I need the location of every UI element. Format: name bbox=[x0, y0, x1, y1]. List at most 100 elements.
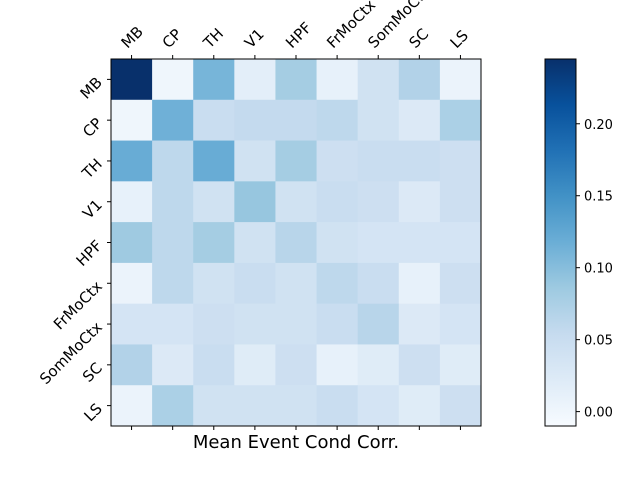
heatmap-cell-HPF-LS bbox=[439, 222, 482, 264]
heatmap-cell-MB-TH bbox=[193, 59, 235, 101]
heatmap-cell-FrMoCtx-FrMoCtx bbox=[316, 262, 359, 305]
heatmap-cell-TH-SC bbox=[398, 140, 441, 182]
heatmap-cell-SC-HPF bbox=[275, 344, 317, 386]
heatmap-cell-CP-HPF bbox=[275, 99, 317, 141]
colorbar-tick-label: 0.05 bbox=[584, 334, 613, 349]
heatmap-cell-TH-FrMoCtx bbox=[316, 140, 359, 182]
heatmap-cell-TH-HPF bbox=[275, 140, 317, 182]
heatmap-cell-TH-MB bbox=[111, 140, 153, 182]
heatmap-cell-CP-SC bbox=[398, 99, 441, 141]
heatmap-cell-TH-SomMoCtx bbox=[357, 140, 400, 182]
heatmap-cell-CP-TH bbox=[193, 99, 235, 141]
x-tick-label-LS: LS bbox=[447, 26, 472, 51]
heatmap-cell-LS-CP bbox=[152, 385, 194, 427]
heatmap-cell-LS-MB bbox=[111, 385, 153, 427]
heatmap-cell-SomMoCtx-LS bbox=[439, 303, 482, 345]
colorbar-gradient bbox=[545, 59, 576, 426]
heatmap-cell-CP-FrMoCtx bbox=[316, 99, 359, 141]
heatmap-cell-V1-HPF bbox=[275, 181, 317, 223]
colorbar-tick-label: 0.00 bbox=[584, 406, 613, 421]
heatmap-cell-LS-LS bbox=[439, 385, 482, 427]
x-axis-label: Mean Event Cond Corr. bbox=[193, 432, 399, 453]
heatmap-cell-SC-TH bbox=[193, 344, 235, 386]
heatmap-cell-FrMoCtx-CP bbox=[152, 262, 194, 305]
heatmap-cell-SomMoCtx-HPF bbox=[275, 303, 317, 345]
heatmap-cell-LS-HPF bbox=[275, 385, 317, 427]
colorbar-tick-label: 0.10 bbox=[584, 262, 613, 277]
heatmap-cell-HPF-FrMoCtx bbox=[316, 222, 359, 264]
heatmap-cell-LS-SC bbox=[398, 385, 441, 427]
heatmap-cell-SomMoCtx-V1 bbox=[234, 303, 276, 345]
heatmap-cell-HPF-TH bbox=[193, 222, 235, 264]
heatmap-cell-FrMoCtx-SC bbox=[398, 262, 441, 305]
heatmap-cell-CP-CP bbox=[152, 99, 194, 141]
y-tick-label-TH: TH bbox=[78, 155, 106, 183]
heatmap-cell-SomMoCtx-CP bbox=[152, 303, 194, 345]
heatmap-cell-CP-V1 bbox=[234, 99, 276, 141]
y-tick-label-CP: CP bbox=[79, 114, 106, 141]
heatmap-cell-HPF-V1 bbox=[234, 222, 276, 264]
x-tick-label-CP: CP bbox=[159, 25, 186, 52]
heatmap-cell-SomMoCtx-MB bbox=[111, 303, 153, 345]
heatmap-cell-FrMoCtx-HPF bbox=[275, 262, 317, 305]
heatmap-cell-SomMoCtx-FrMoCtx bbox=[316, 303, 359, 345]
heatmap-cell-TH-CP bbox=[152, 140, 194, 182]
heatmap-cell-MB-HPF bbox=[275, 59, 317, 101]
heatmap-cell-V1-CP bbox=[152, 181, 194, 223]
heatmap-cell-SC-LS bbox=[439, 344, 482, 386]
heatmap-cell-CP-LS bbox=[439, 99, 482, 141]
colorbar-tick-label: 0.15 bbox=[584, 190, 613, 205]
heatmap-cell-HPF-HPF bbox=[275, 222, 317, 264]
heatmap-cell-SomMoCtx-TH bbox=[193, 303, 235, 345]
heatmap-cell-MB-LS bbox=[439, 59, 482, 101]
colorbar-ticks: 0.00 0.05 0.10 0.15 0.20 bbox=[576, 118, 613, 421]
heatmap-cell-HPF-SomMoCtx bbox=[357, 222, 400, 264]
y-tick-label-LS: LS bbox=[80, 400, 105, 425]
heatmap-cell-HPF-CP bbox=[152, 222, 194, 264]
x-tick-label-MB: MB bbox=[118, 23, 147, 52]
y-tick-label-V1: V1 bbox=[79, 196, 106, 223]
heatmap-cell-V1-V1 bbox=[234, 181, 276, 223]
heatmap-cell-SomMoCtx-SC bbox=[398, 303, 441, 345]
heatmap-cell-HPF-SC bbox=[398, 222, 441, 264]
heatmap-cell-FrMoCtx-MB bbox=[111, 262, 153, 305]
heatmap-cell-V1-SomMoCtx bbox=[357, 181, 400, 223]
heatmap-cell-CP-MB bbox=[111, 99, 153, 141]
heatmap-cell-SC-SC bbox=[398, 344, 441, 386]
heatmap-cell-SC-SomMoCtx bbox=[357, 344, 400, 386]
heatmap-cell-V1-MB bbox=[111, 181, 153, 223]
heatmap-cell-LS-TH bbox=[193, 385, 235, 427]
x-tick-label-V1: V1 bbox=[241, 25, 268, 52]
heatmap-cell-TH-TH bbox=[193, 140, 235, 182]
heatmap-cell-SomMoCtx-SomMoCtx bbox=[357, 303, 400, 345]
heatmap-cell-V1-SC bbox=[398, 181, 441, 223]
heatmap-cell-FrMoCtx-V1 bbox=[234, 262, 276, 305]
heatmap-cell-MB-SomMoCtx bbox=[357, 59, 400, 101]
heatmap-cell-MB-FrMoCtx bbox=[316, 59, 359, 101]
heatmap-cell-FrMoCtx-SomMoCtx bbox=[357, 262, 400, 305]
heatmap-cell-LS-FrMoCtx bbox=[316, 385, 359, 427]
heatmap-cell-SC-FrMoCtx bbox=[316, 344, 359, 386]
y-tick-label-SC: SC bbox=[79, 359, 106, 386]
heatmap-cell-SC-V1 bbox=[234, 344, 276, 386]
heatmap-cells bbox=[111, 59, 482, 427]
colorbar-tick-label: 0.20 bbox=[584, 118, 613, 133]
heatmap-cell-FrMoCtx-LS bbox=[439, 262, 482, 305]
heatmap-cell-LS-V1 bbox=[234, 385, 276, 427]
heatmap-cell-V1-LS bbox=[439, 181, 482, 223]
x-tick-label-TH: TH bbox=[199, 25, 227, 53]
heatmap-cell-MB-V1 bbox=[234, 59, 276, 101]
heatmap-cell-HPF-MB bbox=[111, 222, 153, 264]
heatmap-cell-V1-TH bbox=[193, 181, 235, 223]
heatmap-cell-V1-FrMoCtx bbox=[316, 181, 359, 223]
heatmap-cell-SC-CP bbox=[152, 344, 194, 386]
heatmap-cell-MB-CP bbox=[152, 59, 194, 101]
x-tick-label-SC: SC bbox=[405, 25, 432, 52]
heatmap-cell-CP-SomMoCtx bbox=[357, 99, 400, 141]
heatmap-cell-MB-MB bbox=[111, 59, 153, 101]
heatmap-cell-FrMoCtx-TH bbox=[193, 262, 235, 305]
y-tick-label-HPF: HPF bbox=[73, 237, 106, 270]
y-tick-label-MB: MB bbox=[77, 73, 106, 102]
